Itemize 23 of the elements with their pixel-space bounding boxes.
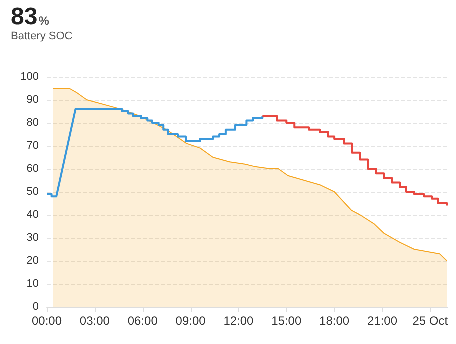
y-tick-label: 70 [26,140,39,152]
x-tick-label: 12:00 [224,314,254,328]
x-tick-label: 09:00 [176,314,206,328]
y-tick-label: 10 [26,278,39,290]
line-series [46,108,264,198]
y-tick-label: 50 [26,186,39,198]
x-tick-label: 00:00 [32,314,62,328]
y-tick-label: 90 [26,94,39,106]
y-tick-label: 80 [26,117,39,129]
y-tick-label: 40 [26,209,39,221]
x-tick-label: 21:00 [367,314,398,328]
chart-subtitle: Battery SOC [11,30,73,42]
y-tick-label: 60 [26,163,39,175]
y-tick-label: 100 [20,71,39,83]
x-tick-label: 25 Oct [412,314,449,328]
x-tick-label: 06:00 [128,314,158,328]
y-tick-label: 0 [32,301,39,313]
y-tick-label: 30 [26,232,39,244]
x-tick-label: 18:00 [320,314,350,328]
x-tick-label: 15:00 [272,314,302,328]
y-tick-label: 20 [26,255,39,267]
x-tick-label: 03:00 [80,314,110,328]
chart-title: 83% [11,4,50,30]
